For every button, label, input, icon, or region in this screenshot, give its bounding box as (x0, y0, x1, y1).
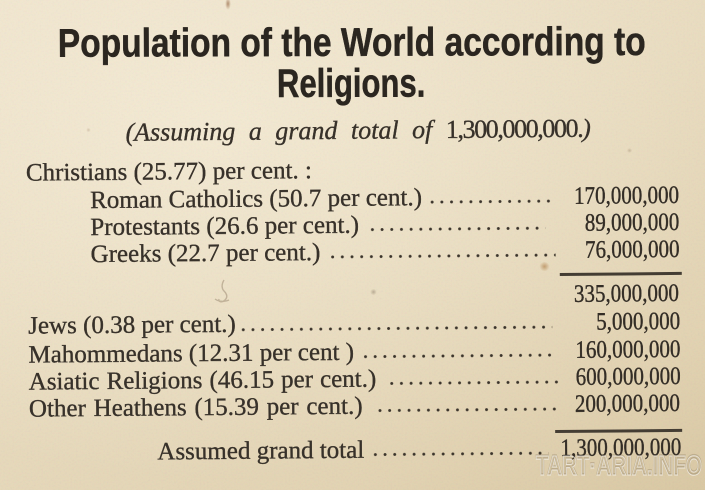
svg-text:TART·ARIA.INFO: TART·ARIA.INFO (536, 450, 702, 481)
svg-text:TART·ARIA.INFO: TART·ARIA.INFO (536, 449, 702, 480)
